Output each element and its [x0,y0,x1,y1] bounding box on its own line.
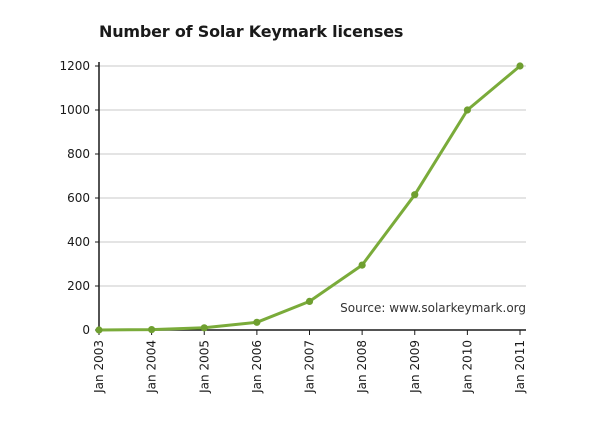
y-tick-label: 400 [67,235,90,249]
grid-lines [99,65,526,287]
data-point [305,297,314,305]
data-point [95,326,103,334]
data-point [358,261,366,269]
y-tick-label: 0 [82,323,90,337]
x-tick-label: Jan 2005 [197,340,211,394]
x-tick-label: Jan 2008 [355,340,369,394]
y-tick-label: 1200 [59,59,90,73]
data-point [253,318,261,326]
y-tick-label: 1000 [59,103,90,117]
data-point [200,324,208,332]
x-tick-label: Jan 2003 [92,340,106,394]
data-point [411,191,419,199]
source-annotation: Source: www.solarkeymark.org [340,301,526,315]
x-tick-label: Jan 2010 [460,340,474,394]
x-tick-label: Jan 2007 [303,340,317,394]
y-tick-label: 800 [67,147,90,161]
x-tick-label: Jan 2006 [250,340,264,394]
data-point [148,325,156,334]
y-tick-label: 600 [67,191,90,205]
y-tick-label: 200 [67,279,90,293]
x-tick-label: Jan 2004 [145,340,159,394]
data-point [463,106,471,114]
data-points [95,62,524,334]
x-tick-label: Jan 2009 [408,340,422,394]
x-tick-labels: Jan 2003 Jan 2004 Jan 2005 Jan 2006 Jan 2007… [92,340,527,394]
chart-title: Number of Solar Keymark licenses [99,22,404,41]
data-point [516,62,524,70]
y-tick-labels: 0 200 400 600 800 1000 1200 [59,59,90,337]
x-tick-label: Jan 2011 [513,340,527,394]
